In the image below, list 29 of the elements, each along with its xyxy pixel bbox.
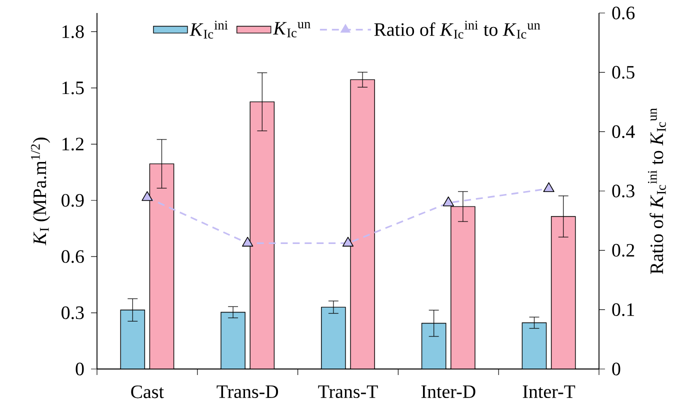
x-tick-label: Cast	[131, 385, 164, 398]
point	[442, 196, 454, 206]
point	[543, 182, 554, 192]
y2-tick-label: 0.1	[612, 303, 634, 316]
y-tick-label: 0.6	[62, 250, 84, 264]
y2-axis-title: Ratio of K$_{Ic}$$^{ini}$ to K$_{Ic}$un	[648, 108, 666, 274]
x-tick-label: Trans-D	[216, 385, 278, 398]
y2-tick-label: 0.4	[612, 125, 635, 138]
legend-label: K$_{Ic}$ini	[190, 20, 228, 39]
x-tick-label: Inter-D	[421, 385, 476, 398]
y2-tick-label: 0.2	[612, 244, 634, 257]
y2-tick-label: 0.6	[612, 6, 635, 20]
y2-tick-label: 0	[612, 362, 620, 376]
legend-label: Ratio of K$_{Ic}$$^{ini}$ to K$_{Ic}$un	[374, 20, 540, 39]
y2-tick-label: 0.3	[612, 184, 634, 198]
y-tick-label: 0.9	[62, 194, 84, 207]
y-tick-label: 1.5	[62, 82, 84, 94]
point	[242, 236, 254, 247]
x-tick-label: Inter-T	[522, 385, 576, 398]
y2-tick-label: 0.5	[612, 66, 634, 79]
y-tick-label: 1.8	[62, 25, 84, 38]
legend-label: K$_{Ic}$un	[272, 22, 310, 38]
y-axis-title: K$_{I}$ (MPa.m$^{1/2}$)	[30, 138, 50, 246]
point	[342, 236, 354, 247]
y-tick-label: 1.2	[62, 138, 84, 151]
x-tick-label: Trans-T	[318, 385, 378, 398]
point	[142, 191, 153, 201]
y-tick-label: 0	[76, 362, 84, 376]
y-tick-label: 0.3	[62, 306, 84, 320]
